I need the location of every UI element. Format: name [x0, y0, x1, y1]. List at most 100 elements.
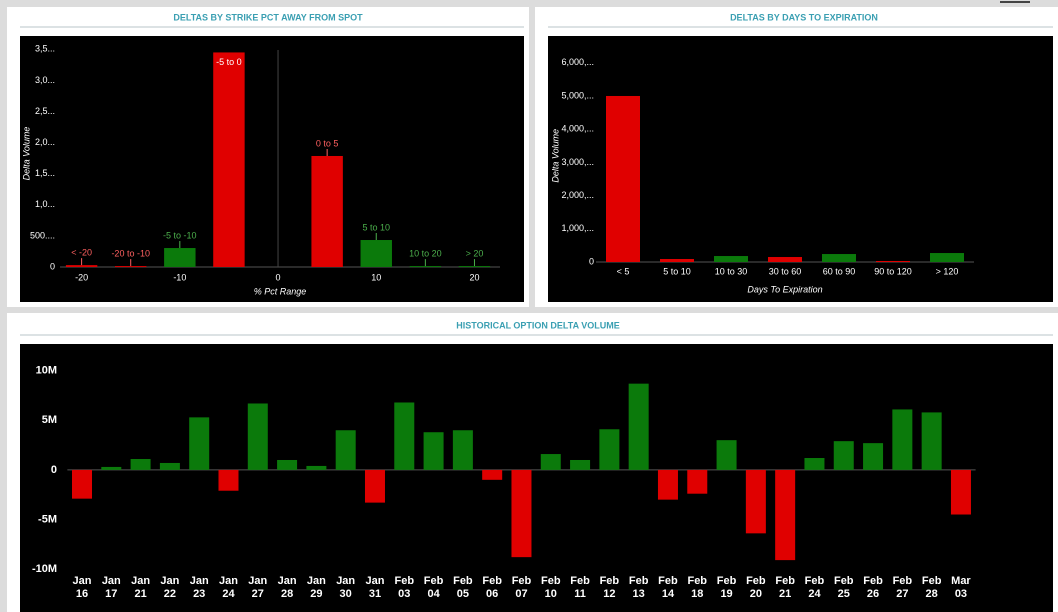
bar — [930, 253, 964, 262]
bar — [213, 52, 245, 267]
data-label: < -20 — [71, 248, 92, 258]
x-axis-title: Days To Expiration — [747, 284, 822, 294]
bar — [189, 417, 210, 470]
y-tick-label: 1,000,... — [561, 223, 594, 233]
chart-title: HISTORICAL OPTION DELTA VOLUME — [456, 320, 620, 330]
bar — [277, 459, 298, 470]
chart-title: DELTAS BY STRIKE PCT AWAY FROM SPOT — [173, 12, 363, 22]
bar — [65, 265, 98, 267]
y-axis-title: Delta Volume — [550, 129, 560, 183]
bar — [452, 430, 473, 470]
bar — [423, 432, 444, 470]
bar — [628, 383, 649, 470]
y-tick-label: 4,000,... — [561, 124, 594, 134]
y-tick-label: 0 — [51, 464, 57, 476]
bar — [247, 403, 268, 470]
x-tick-label: Feb 03 — [394, 575, 415, 600]
x-tick-label: Feb 14 — [658, 575, 678, 600]
plot-background — [20, 344, 1053, 612]
x-tick-label: Jan 31 — [365, 575, 385, 600]
bar — [335, 430, 356, 470]
bar — [716, 440, 737, 470]
bar — [660, 259, 694, 262]
bar — [804, 458, 825, 470]
y-tick-label: 0 — [50, 261, 55, 271]
bar — [540, 454, 561, 470]
bar — [863, 443, 884, 470]
bar — [71, 469, 92, 499]
y-axis-title: Delta Volume — [21, 127, 31, 181]
x-tick-label: 0 — [276, 272, 281, 282]
x-tick-label: Feb 04 — [423, 575, 444, 600]
x-tick-label: 60 to 90 — [823, 266, 856, 276]
bar — [364, 469, 385, 503]
x-tick-label: Jan 22 — [160, 575, 180, 600]
bar — [657, 469, 678, 500]
x-tick-label: > 120 — [936, 266, 959, 276]
x-tick-label: Jan 17 — [101, 575, 121, 600]
x-tick-label: -10 — [173, 272, 186, 282]
x-tick-label: Jan 27 — [248, 575, 268, 600]
y-tick-label: 5,000,... — [561, 90, 594, 100]
data-label: -5 to -10 — [163, 230, 197, 240]
x-tick-label: -20 — [75, 272, 88, 282]
plot-background — [20, 36, 524, 302]
bar — [822, 254, 856, 262]
bar — [218, 469, 239, 491]
x-tick-label: 20 — [469, 272, 479, 282]
bar — [921, 412, 942, 470]
bar — [458, 266, 491, 268]
y-tick-label: 2,5... — [35, 106, 55, 116]
bar — [115, 266, 147, 268]
bar — [101, 466, 122, 470]
x-tick-label: Jan 24 — [219, 575, 238, 600]
x-tick-label: Jan 23 — [189, 575, 209, 600]
x-tick-label: Mar 03 — [951, 575, 971, 600]
x-tick-label: Jan 21 — [131, 575, 151, 600]
x-tick-label: 5 to 10 — [663, 266, 691, 276]
y-tick-label: -5M — [38, 513, 57, 525]
data-label: 10 to 20 — [409, 248, 442, 258]
x-tick-label: Feb 28 — [921, 575, 942, 600]
x-tick-label: Feb 25 — [833, 575, 854, 600]
x-tick-label: Feb 24 — [804, 575, 825, 600]
bar — [130, 459, 151, 470]
y-tick-label: 500.... — [30, 230, 55, 240]
x-tick-label: Feb 06 — [482, 575, 502, 600]
y-tick-label: 1,0... — [35, 199, 55, 209]
data-label: 5 to 10 — [362, 222, 390, 232]
x-tick-label: Jan 16 — [72, 575, 92, 600]
bar — [394, 402, 415, 470]
x-tick-label: Feb 07 — [511, 575, 532, 600]
x-tick-label: < 5 — [617, 266, 630, 276]
y-tick-label: 5M — [42, 414, 57, 426]
bar — [360, 240, 392, 267]
chart-title: DELTAS BY DAYS TO EXPIRATION — [730, 12, 878, 22]
x-tick-label: 10 — [371, 272, 381, 282]
y-tick-label: 1,5... — [35, 168, 55, 178]
x-tick-label: 10 to 30 — [715, 266, 748, 276]
y-tick-label: 0 — [589, 256, 594, 266]
y-tick-label: 3,000,... — [561, 157, 594, 167]
x-tick-label: Feb 05 — [453, 575, 473, 600]
y-tick-label: -10M — [32, 563, 57, 575]
bar — [687, 469, 708, 494]
bar — [775, 469, 796, 561]
x-tick-label: Feb 12 — [599, 575, 620, 600]
x-tick-label: Feb 19 — [716, 575, 737, 600]
x-tick-label: Feb 27 — [892, 575, 913, 600]
y-tick-label: 2,000,... — [561, 190, 594, 200]
bar — [745, 469, 766, 534]
y-tick-label: 2,0... — [35, 137, 55, 147]
bar — [511, 469, 532, 558]
x-tick-label: 30 to 60 — [769, 266, 802, 276]
data-label: 0 to 5 — [316, 138, 339, 148]
x-tick-label: 90 to 120 — [874, 266, 912, 276]
data-label: > 20 — [466, 248, 484, 258]
x-tick-label: Feb 11 — [570, 575, 590, 600]
x-tick-label: Feb 10 — [540, 575, 561, 600]
x-tick-label: Feb 21 — [775, 575, 795, 600]
bar — [833, 441, 854, 470]
bar — [306, 465, 327, 470]
bar — [892, 409, 913, 470]
